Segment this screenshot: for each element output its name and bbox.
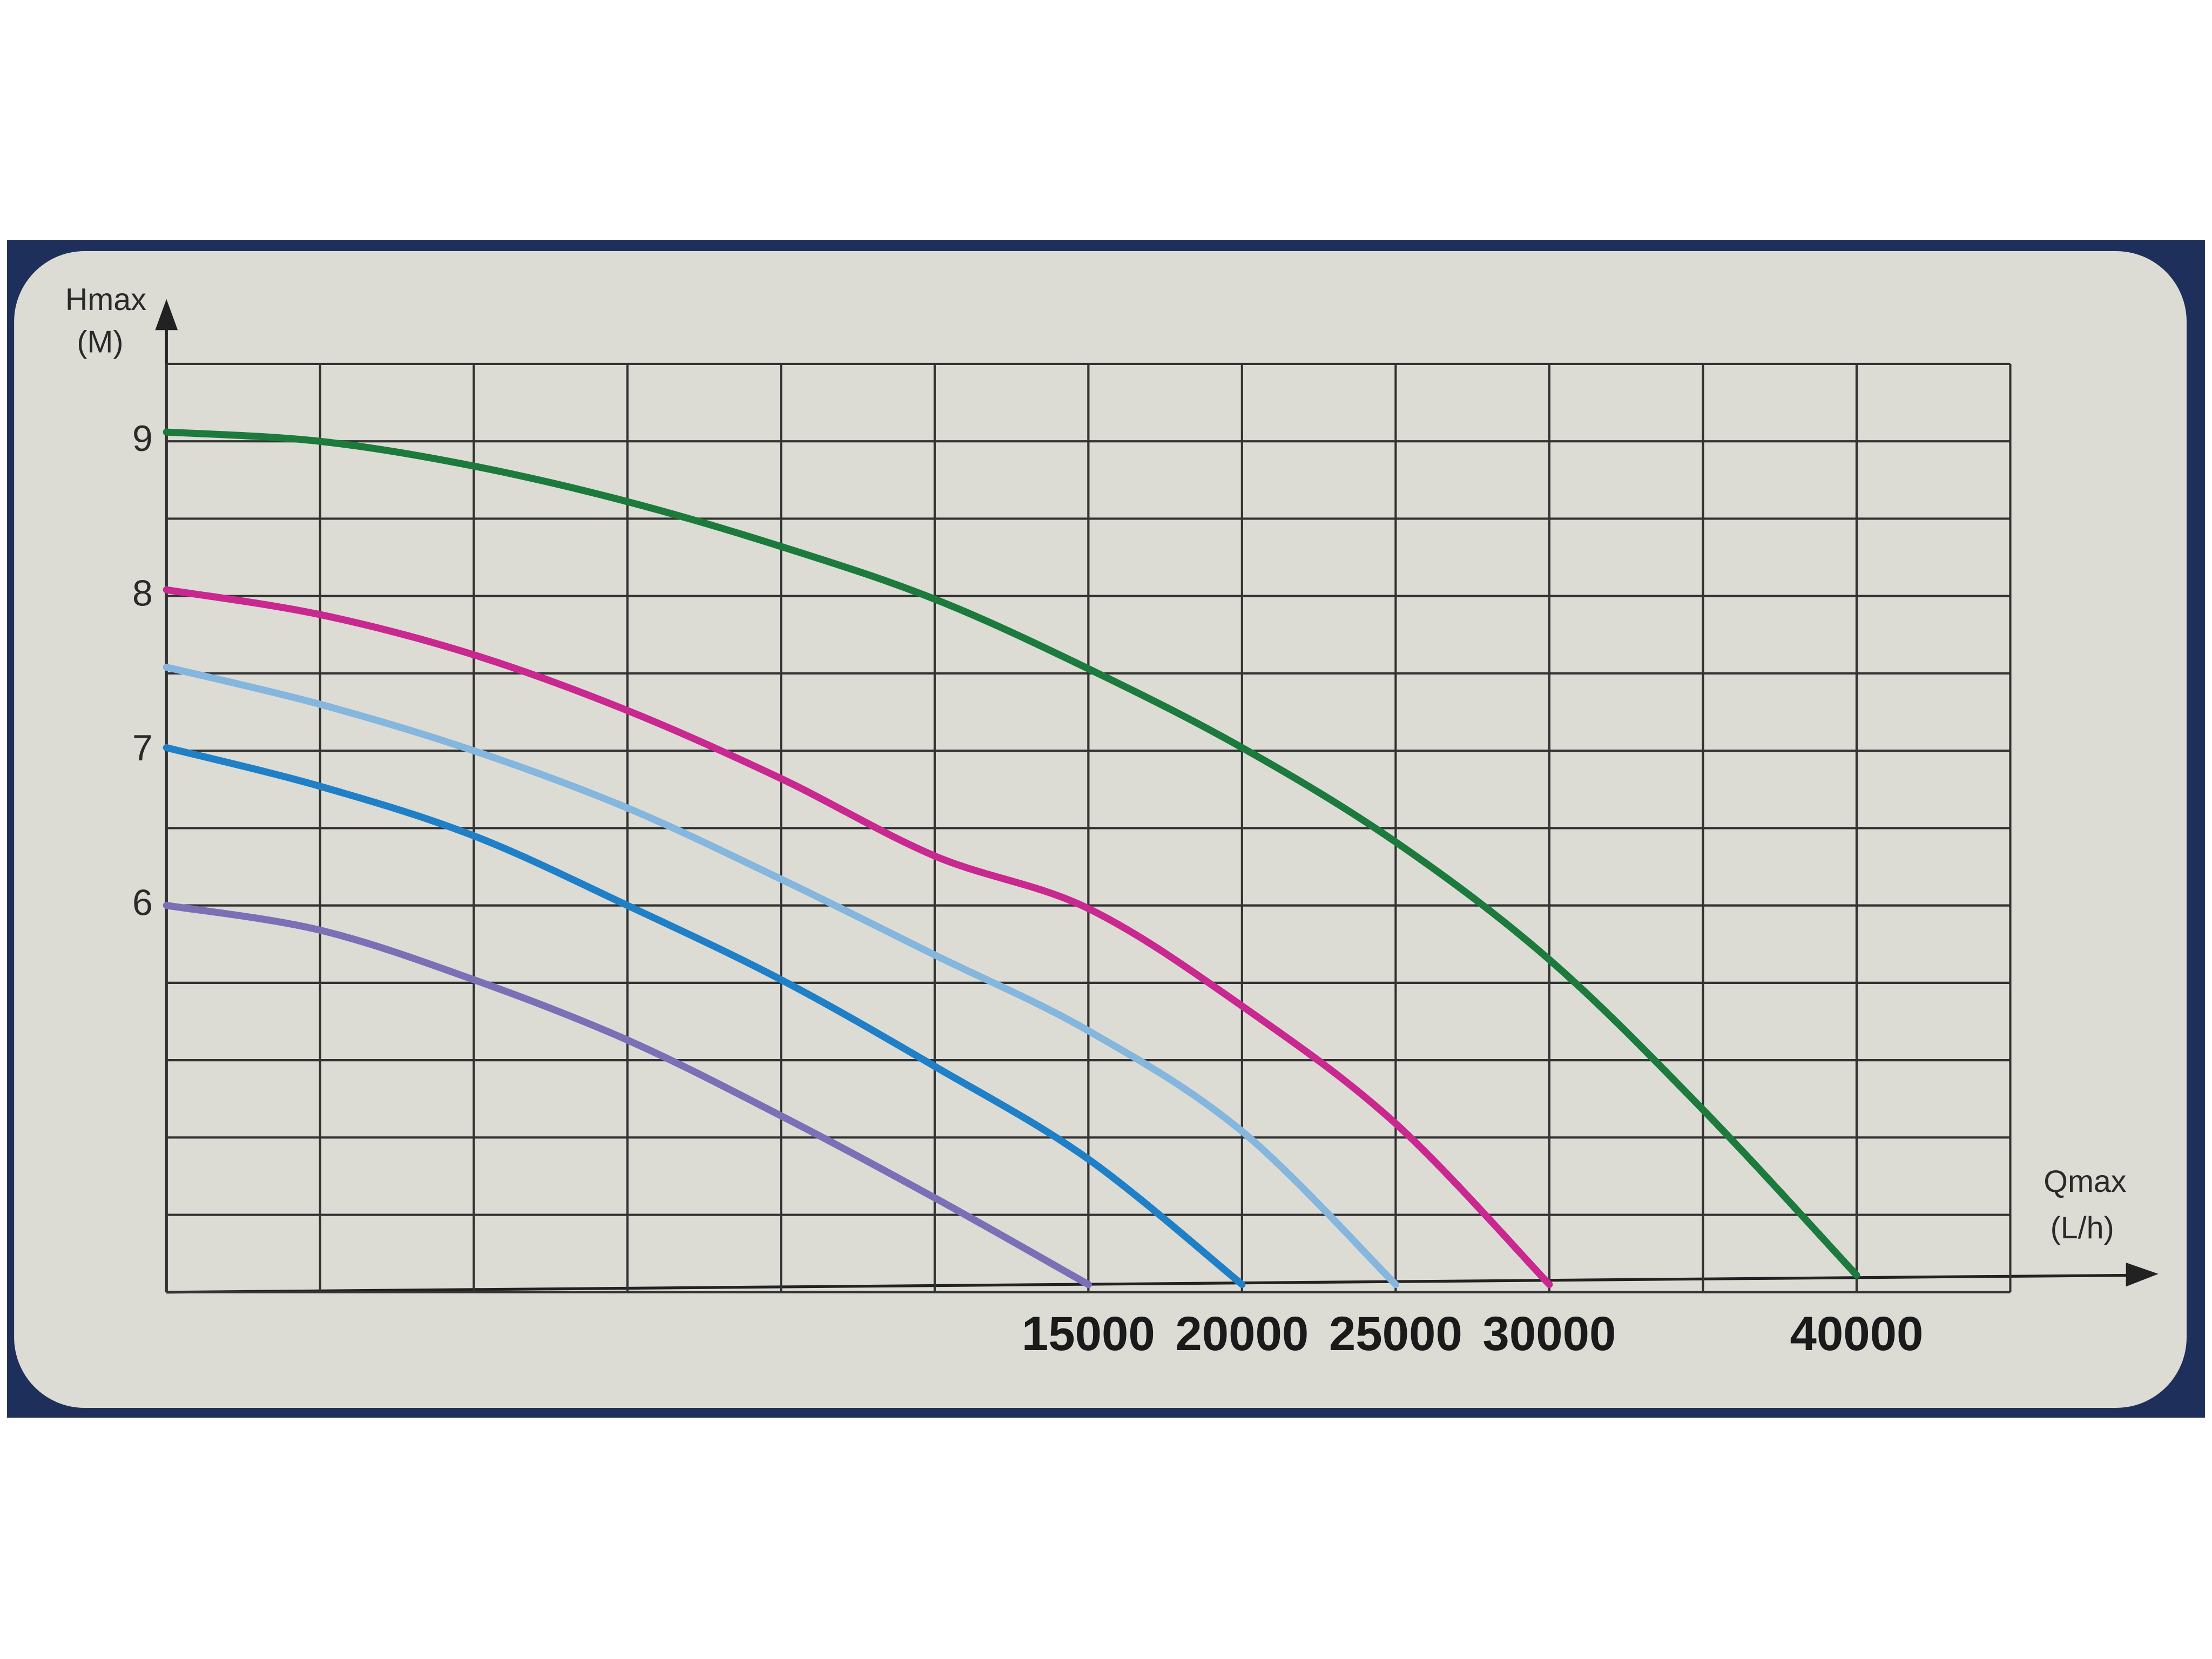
curve	[163, 586, 1553, 1289]
curve	[163, 744, 1246, 1289]
y-axis-unit: (M)	[77, 325, 123, 360]
x-tick-label: 30000	[1482, 1307, 1616, 1360]
x-axis	[166, 1273, 2128, 1294]
x-axis-unit: (L/h)	[2051, 1211, 2114, 1245]
y-tick-label: 9	[132, 419, 153, 459]
x-axis-title: Qmax	[2044, 1164, 2127, 1199]
curve	[163, 902, 1092, 1289]
y-tick-label: 7	[132, 728, 153, 768]
x-axis-arrow	[2126, 1262, 2159, 1287]
y-axis-title: Hmax	[65, 282, 146, 317]
x-tick-label: 20000	[1175, 1307, 1309, 1360]
x-tick-label: 15000	[1022, 1307, 1155, 1360]
y-tick-label: 6	[132, 883, 153, 923]
y-axis-arrow	[155, 299, 178, 331]
y-tick-label: 8	[132, 574, 153, 614]
curve	[163, 428, 1860, 1279]
curve	[163, 663, 1399, 1289]
panel	[14, 251, 2187, 1408]
x-tick-label: 40000	[1790, 1307, 1923, 1360]
x-tick-label: 25000	[1329, 1307, 1462, 1360]
